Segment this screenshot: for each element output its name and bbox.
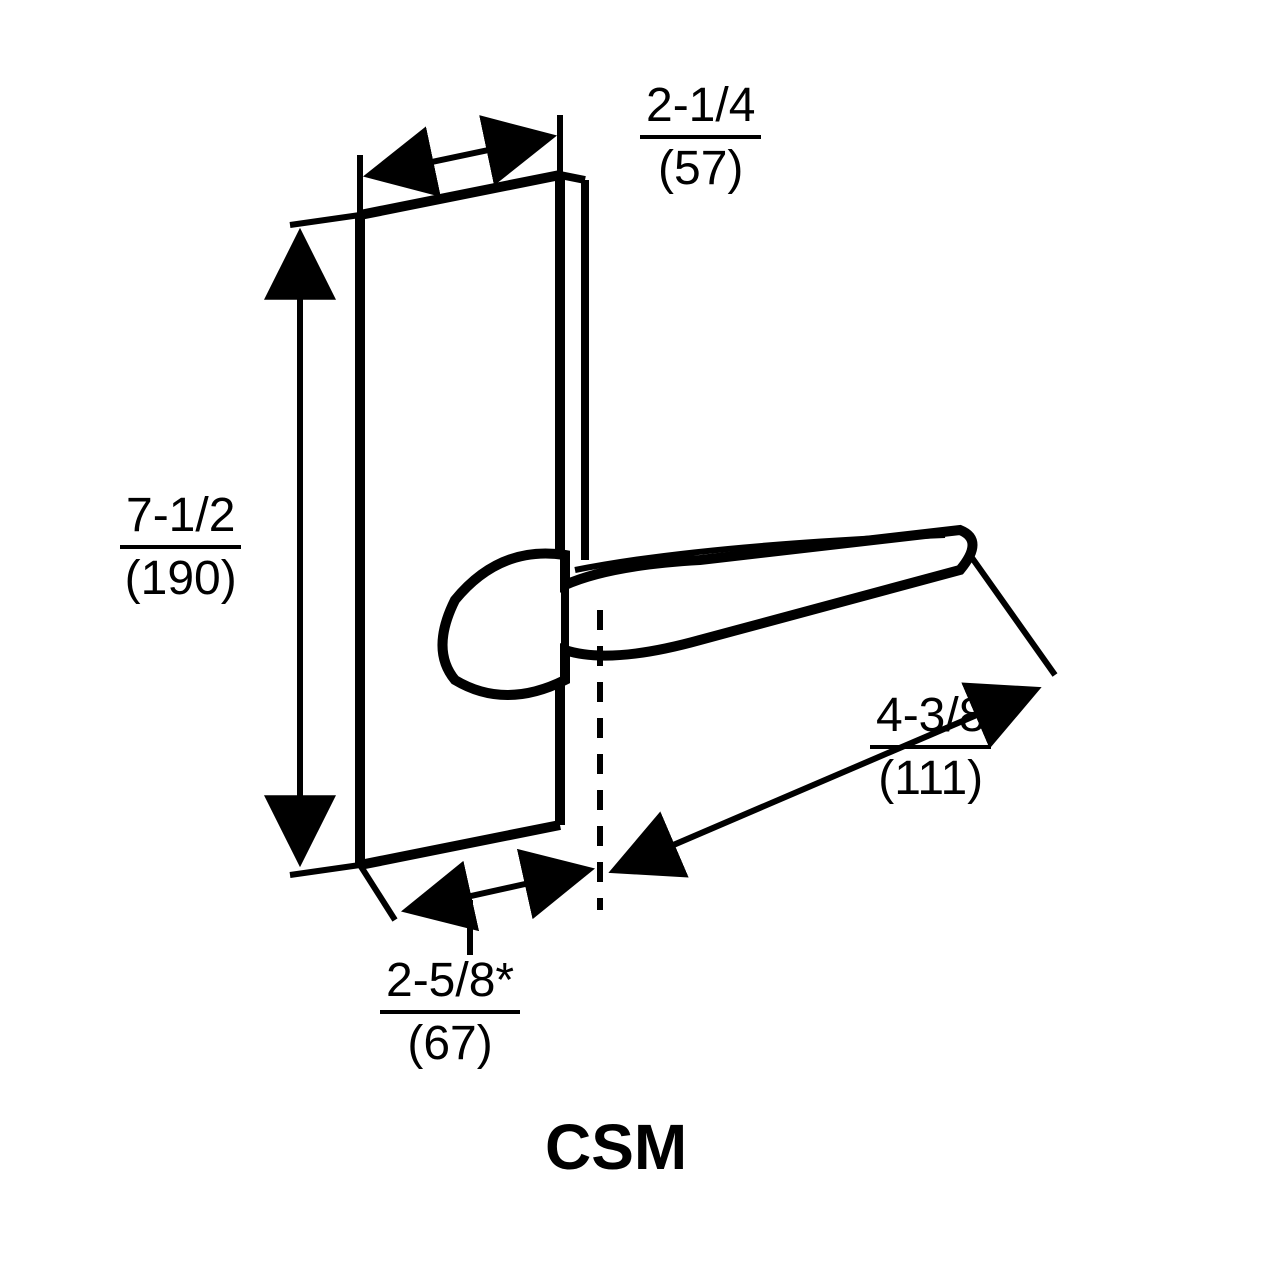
- dim-lever-imperial: 4-3/8: [870, 690, 991, 749]
- dim-width: 2-1/4 (57): [640, 80, 761, 196]
- dim-height-metric: (190): [120, 549, 241, 606]
- dim-lever-metric: (111): [870, 749, 991, 806]
- dim-width-metric: (57): [640, 139, 761, 196]
- dim-height-imperial: 7-1/2: [120, 490, 241, 549]
- dim-lever: 4-3/8 (111): [870, 690, 991, 806]
- dim-backset-imperial: 2-5/8*: [380, 955, 520, 1014]
- dim-height: 7-1/2 (190): [120, 490, 241, 606]
- lever-handle: [443, 530, 973, 695]
- dim-backset-metric: (67): [380, 1014, 520, 1071]
- dim-backset: 2-5/8* (67): [380, 955, 520, 1071]
- diagram-stage: 2-1/4 (57) 7-1/2 (190) 4-3/8 (111) 2-5/8…: [0, 0, 1280, 1280]
- dim-width-imperial: 2-1/4: [640, 80, 761, 139]
- model-label: CSM: [545, 1110, 687, 1184]
